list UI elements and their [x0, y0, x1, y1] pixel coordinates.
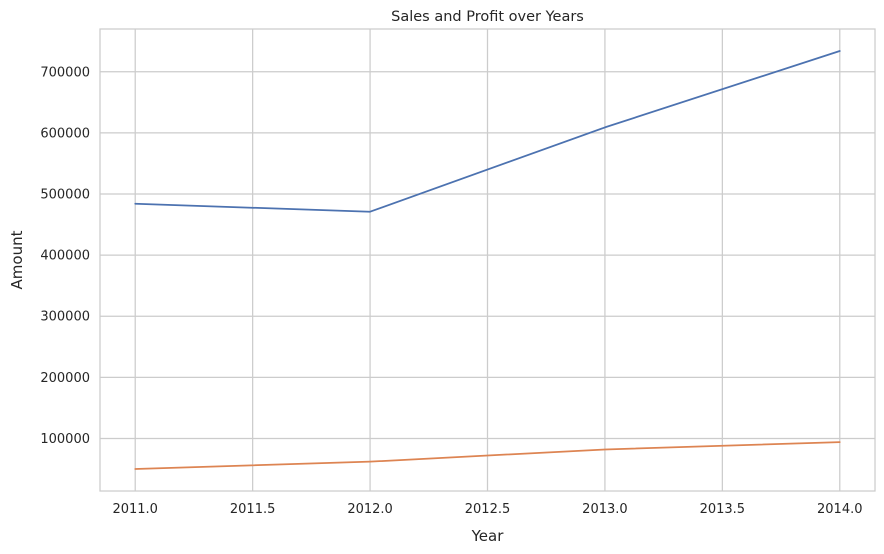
x-tick-label: 2014.0 — [817, 502, 863, 517]
y-tick-label: 700000 — [40, 65, 90, 80]
series-line-1 — [134, 50, 841, 213]
x-tick-label: 2011.5 — [230, 502, 276, 517]
y-tick-label: 200000 — [40, 371, 90, 386]
x-tick-label: 2012.5 — [465, 502, 511, 517]
series-line-2 — [134, 441, 841, 470]
chart-title: Sales and Profit over Years — [391, 9, 584, 25]
y-tick-label: 300000 — [40, 310, 90, 325]
x-tick-label: 2011.0 — [112, 502, 158, 517]
x-tick-label: 2013.0 — [582, 502, 628, 517]
x-axis-ticks: 2011.0 2011.5 2012.0 2012.5 2013.0 2013.5 2014… — [112, 502, 862, 517]
y-tick-label: 600000 — [40, 126, 90, 141]
grid-lines — [100, 29, 875, 491]
plot-frame — [99, 28, 876, 492]
y-axis-ticks: 100000 200000 300000 400000 500000 600000 7000… — [40, 65, 90, 447]
x-tick-label: 2012.0 — [347, 502, 393, 517]
y-tick-label: 400000 — [40, 249, 90, 264]
y-axis-title: Amount — [8, 230, 26, 289]
y-tick-label: 500000 — [40, 188, 90, 203]
x-tick-label: 2013.5 — [700, 502, 746, 517]
series-lines — [134, 50, 841, 470]
x-axis-title: Year — [471, 527, 505, 545]
y-tick-label: 100000 — [40, 432, 90, 447]
